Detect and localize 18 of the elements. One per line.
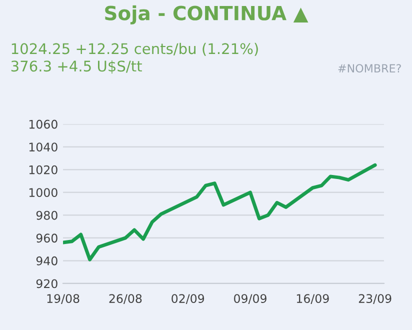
y-tick-label: 940 xyxy=(36,256,58,266)
y-tick-label: 920 xyxy=(36,279,58,288)
x-tick-label: 26/08 xyxy=(109,294,142,304)
x-tick-label: 23/09 xyxy=(358,294,392,304)
y-tick-label: 1020 xyxy=(29,165,58,174)
y-tick-label: 1060 xyxy=(29,120,58,129)
y-tick-label: 1000 xyxy=(29,188,58,198)
x-tick-label: 02/09 xyxy=(172,294,204,304)
chart-title: Soja - CONTINUA ▲ xyxy=(105,5,308,24)
x-tick-label: 16/09 xyxy=(296,294,329,304)
y-tick-label: 980 xyxy=(36,210,58,220)
x-tick-label: 19/08 xyxy=(47,294,80,304)
chart-subtitle: 1024.25 +12.25 cents/bu (1.21%) 376.3 +4.5 U$S/tt xyxy=(11,42,258,74)
text: #NOMBRE? xyxy=(338,64,401,73)
line-series xyxy=(63,163,377,262)
y-tick-label: 1040 xyxy=(29,142,58,152)
x-tick-label: 09/09 xyxy=(234,294,266,304)
y-tick-label: 960 xyxy=(36,234,58,243)
